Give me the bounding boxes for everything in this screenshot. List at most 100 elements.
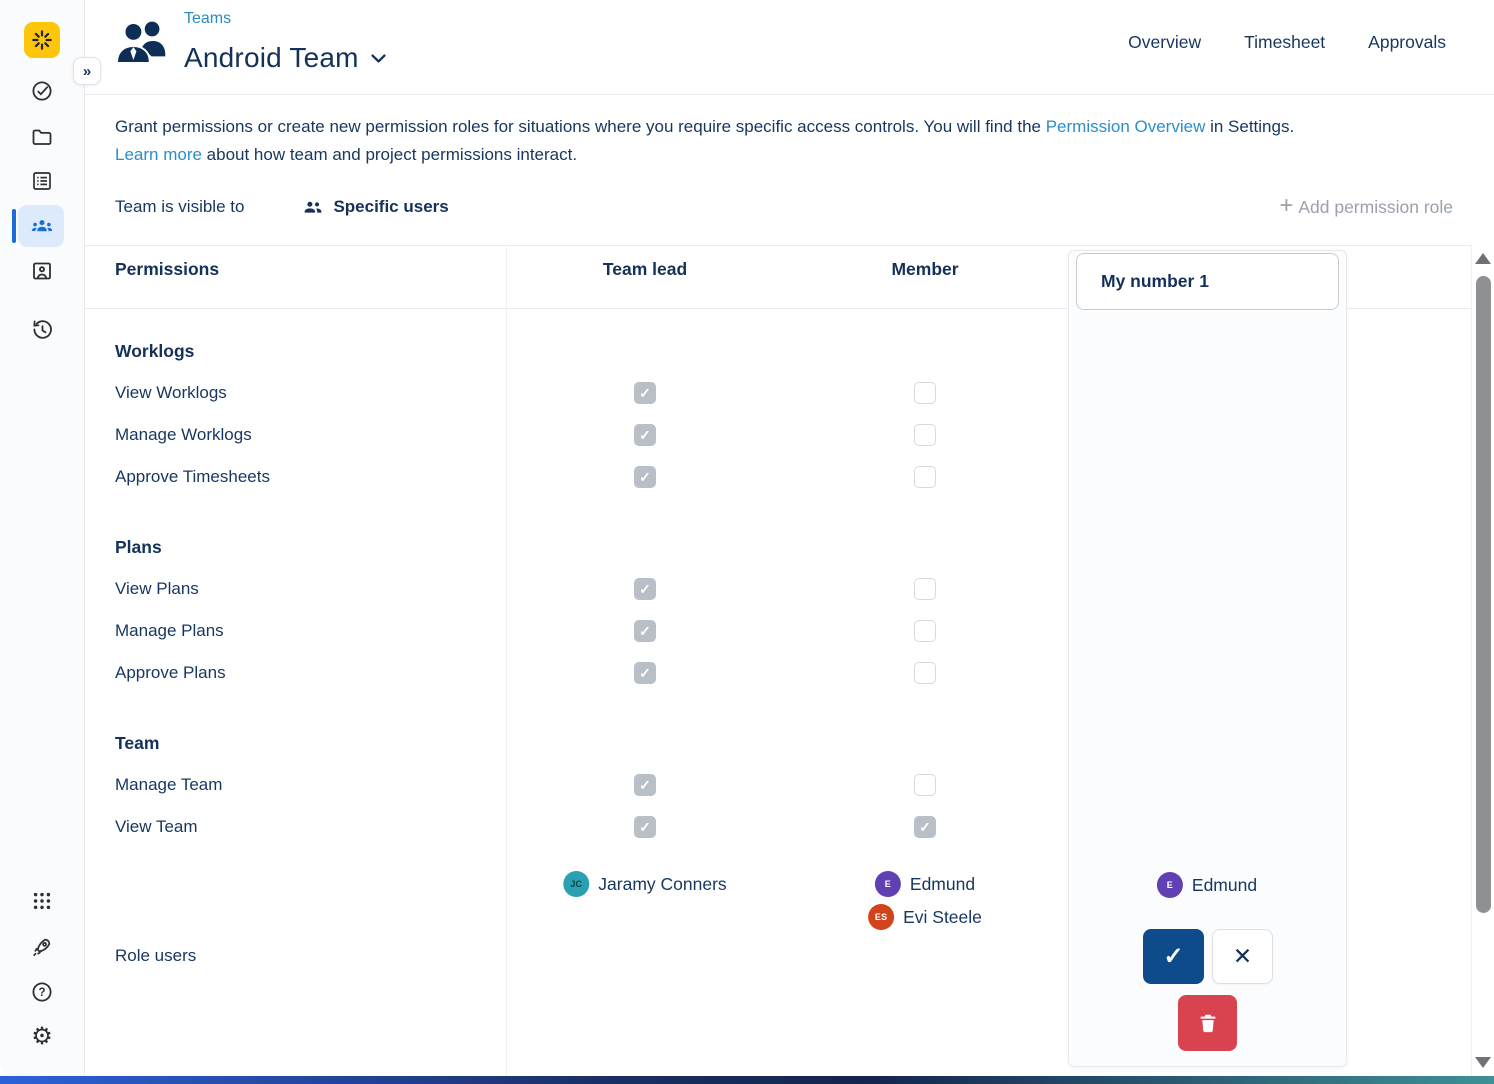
sidebar-item-apps[interactable]	[30, 889, 54, 913]
add-permission-role-button[interactable]: + Add permission role	[1279, 193, 1453, 221]
sidebar-item-settings[interactable]: ⚙	[30, 1025, 54, 1049]
permission-label: Manage Plans	[115, 621, 224, 640]
sidebar-item-reports[interactable]	[30, 169, 54, 193]
folder-icon	[32, 129, 52, 145]
table-header-divider	[85, 308, 1471, 309]
sidebar-item-history[interactable]	[30, 318, 54, 342]
avatar: E	[1156, 872, 1183, 898]
delete-role-button[interactable]	[1178, 995, 1237, 1051]
tempo-logo-icon[interactable]	[24, 22, 60, 58]
avatar: ES	[868, 904, 895, 930]
sidebar-item-getting-started[interactable]	[30, 935, 54, 959]
grid-dots-icon	[33, 892, 51, 910]
scrollbar-thumb[interactable]	[1476, 276, 1491, 913]
permission-label: Approve Plans	[115, 663, 226, 682]
tab-overview[interactable]: Overview	[1128, 32, 1202, 52]
permission-label: Approve Timesheets	[115, 467, 270, 486]
sidebar-expand-button[interactable]: »	[73, 57, 101, 85]
section-title-worklogs: Worklogs	[115, 340, 195, 361]
column-header-team-lead: Team lead	[602, 259, 688, 279]
double-chevron-right-icon: »	[82, 62, 92, 80]
tab-timesheet[interactable]: Timesheet	[1244, 32, 1326, 52]
column-header-permissions: Permissions	[115, 259, 220, 279]
description-text-1: Grant permissions or create new permissi…	[115, 117, 1046, 136]
scroll-up-arrow[interactable]	[1475, 253, 1491, 264]
visibility-value: Specific users	[333, 197, 449, 216]
description-text-3: about how team and project permissions i…	[201, 145, 578, 164]
cancel-role-button[interactable]: ✕	[1212, 929, 1273, 984]
user-chip: ES Evi Steele	[868, 903, 982, 931]
checkbox-manage-plans-team-lead	[634, 620, 656, 642]
teams-icon	[31, 220, 53, 232]
sidebar-selected-highlight	[18, 205, 64, 247]
breadcrumb[interactable]: Teams	[184, 10, 232, 27]
checkbox-view-team-team-lead	[634, 816, 656, 838]
people-icon	[305, 201, 322, 213]
user-chip: JC Jaramy Conners	[563, 870, 727, 898]
custom-role-edit-panel	[1068, 250, 1347, 1067]
user-name: Edmund	[1191, 874, 1258, 895]
starburst-icon	[32, 30, 52, 50]
check-icon: ✓	[1163, 943, 1184, 970]
plus-icon: +	[1279, 192, 1294, 219]
section-title-team: Team	[115, 732, 160, 753]
role-users-label: Role users	[115, 946, 197, 965]
permission-label: Manage Worklogs	[115, 425, 252, 444]
scroll-down-arrow[interactable]	[1475, 1057, 1491, 1068]
permission-label: View Team	[115, 817, 198, 836]
avatar: E	[874, 871, 901, 897]
permission-overview-link[interactable]: Permission Overview	[1045, 117, 1206, 136]
trash-icon	[1200, 1014, 1215, 1033]
visibility-value-button[interactable]: Specific users	[302, 196, 449, 218]
user-chip: E Edmund	[874, 870, 976, 898]
sidebar-item-help[interactable]: ?	[30, 980, 54, 1004]
svg-text:?: ?	[38, 987, 45, 999]
add-permission-role-label: Add permission role	[1298, 196, 1453, 217]
permission-label: Manage Team	[115, 775, 223, 794]
team-name-dropdown[interactable]: Android Team	[184, 42, 388, 74]
sidebar-selected-indicator	[12, 209, 16, 243]
checkbox-view-plans-member	[914, 578, 936, 600]
vertical-scrollbar	[1471, 245, 1494, 1076]
user-name: Edmund	[909, 873, 976, 894]
learn-more-link[interactable]: Learn more	[115, 145, 202, 164]
tab-approvals[interactable]: Approvals	[1368, 32, 1446, 52]
column-header-member: Member	[891, 259, 959, 279]
permission-label: View Plans	[115, 579, 199, 598]
checkbox-manage-team-member	[914, 774, 936, 796]
sidebar-item-teams[interactable]	[30, 214, 54, 238]
checkbox-manage-team-team-lead	[634, 774, 656, 796]
visibility-label: Team is visible to	[115, 197, 245, 216]
checkbox-approve-plans-team-lead	[634, 662, 656, 684]
bottom-gradient-bar	[0, 1076, 1494, 1084]
team-avatar-icon	[113, 15, 169, 71]
avatar: JC	[563, 871, 590, 897]
permissions-description: Grant permissions or create new permissi…	[115, 113, 1465, 169]
user-name: Evi Steele	[903, 906, 982, 927]
table-top-divider	[85, 245, 1471, 246]
page-title: Android Team	[184, 42, 359, 73]
check-circle-icon	[32, 81, 52, 101]
checkbox-view-worklogs-member	[914, 382, 936, 404]
confirm-role-button[interactable]: ✓	[1143, 929, 1204, 984]
chevron-down-icon	[371, 53, 386, 63]
history-clock-icon	[33, 320, 52, 339]
page-header	[85, 0, 1494, 95]
checkbox-view-team-member	[914, 816, 936, 838]
permission-label: View Worklogs	[115, 383, 227, 402]
role-name-input[interactable]	[1076, 253, 1339, 310]
checkbox-manage-plans-member	[914, 620, 936, 642]
checkbox-view-worklogs-team-lead	[634, 382, 656, 404]
user-name: Jaramy Conners	[598, 873, 727, 894]
gear-icon: ⚙	[31, 1023, 53, 1050]
contact-card-icon	[33, 262, 51, 280]
checkbox-approve-plans-member	[914, 662, 936, 684]
sidebar-item-accounts[interactable]	[30, 259, 54, 283]
sidebar-item-tasks[interactable]	[30, 79, 54, 103]
checkbox-manage-worklogs-member	[914, 424, 936, 446]
team-visibility-row: Team is visible to Specific users	[115, 193, 449, 221]
header-tabs: Overview Timesheet Approvals	[1128, 32, 1446, 53]
sidebar-item-projects[interactable]	[30, 125, 54, 149]
table-column-divider	[506, 245, 507, 1076]
